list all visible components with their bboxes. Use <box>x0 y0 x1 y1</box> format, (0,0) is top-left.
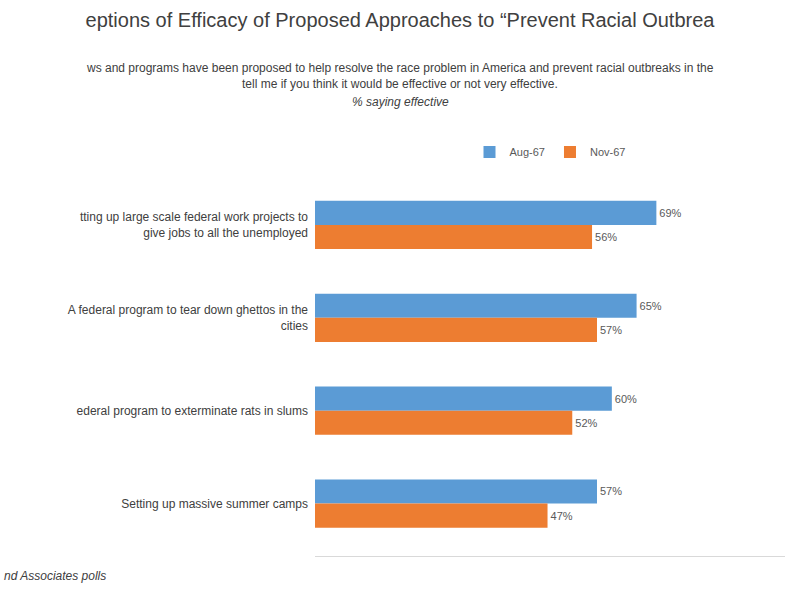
svg-text:% saying effective: % saying effective <box>352 95 449 109</box>
svg-text:57%: 57% <box>600 324 622 336</box>
svg-text:eptions of Efficacy of Propose: eptions of Efficacy of Proposed Approach… <box>86 9 716 31</box>
svg-text:ws and programs have been prop: ws and programs have been proposed to he… <box>86 61 714 75</box>
svg-text:60%: 60% <box>615 393 637 405</box>
svg-text:nd Associates polls: nd Associates polls <box>4 569 106 583</box>
svg-text:Nov-67: Nov-67 <box>590 146 625 158</box>
svg-text:Setting up massive summer camp: Setting up massive summer camps <box>121 497 308 511</box>
svg-text:57%: 57% <box>600 485 622 497</box>
svg-text:56%: 56% <box>595 231 617 243</box>
svg-text:47%: 47% <box>551 510 573 522</box>
svg-text:69%: 69% <box>659 207 681 219</box>
svg-text:tell me if you think it would: tell me if you think it would be effecti… <box>242 77 558 91</box>
svg-text:A federal program to tear down: A federal program to tear down ghettos i… <box>68 303 308 333</box>
svg-text:52%: 52% <box>575 417 597 429</box>
svg-text:tting up large scale federal w: tting up large scale federal work projec… <box>80 210 308 240</box>
svg-text:Aug-67: Aug-67 <box>510 146 545 158</box>
svg-text:ederal program to exterminate: ederal program to exterminate rats in sl… <box>77 404 308 418</box>
svg-text:65%: 65% <box>640 300 662 312</box>
